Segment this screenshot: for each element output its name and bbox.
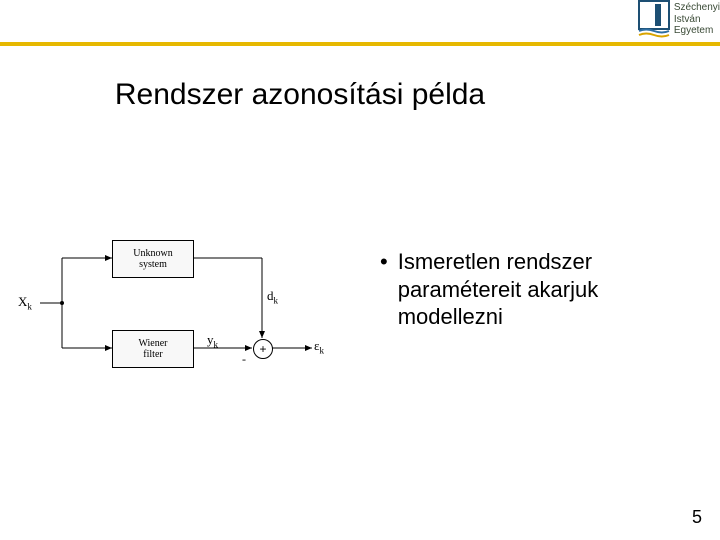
diagram-d-label: dk: [267, 288, 278, 306]
d-sub: k: [274, 296, 279, 306]
uni-line2: István: [674, 14, 720, 26]
diagram-eps-label: εk: [314, 338, 324, 356]
x-sub: k: [27, 302, 32, 312]
minus-sign: -: [242, 352, 246, 367]
university-name: Széchenyi István Egyetem: [674, 2, 720, 37]
bullet-item: • Ismeretlen rendszer paramétereit akarj…: [380, 248, 700, 331]
header-rule: [0, 42, 720, 46]
summing-junction: +: [253, 339, 273, 359]
wiener-l2: filter: [138, 349, 167, 360]
bullet-marker: •: [380, 248, 388, 331]
diagram-y-label: yk: [207, 332, 218, 350]
diagram-input-label: Xk: [18, 294, 32, 312]
university-logo-icon: [638, 0, 670, 38]
uni-line1: Széchenyi: [674, 2, 720, 14]
slide-title: Rendszer azonosítási példa: [0, 78, 600, 112]
system-id-diagram: Xk Unknown system Wiener filter dk yk +: [12, 218, 342, 388]
wiener-filter-box: Wiener filter: [112, 330, 194, 368]
unknown-l1: Unknown: [133, 248, 172, 259]
slide-page: Széchenyi István Egyetem Rendszer azonos…: [0, 0, 720, 540]
bullet-list: • Ismeretlen rendszer paramétereit akarj…: [380, 248, 700, 331]
y-sub: k: [214, 340, 219, 350]
bullet-text: Ismeretlen rendszer paramétereit akarjuk…: [398, 248, 700, 331]
sum-symbol: +: [259, 342, 266, 356]
wiener-l1: Wiener: [138, 338, 167, 349]
unknown-system-box: Unknown system: [112, 240, 194, 278]
eps-sub: k: [319, 346, 324, 356]
uni-line3: Egyetem: [674, 25, 720, 37]
x-label: X: [18, 294, 27, 309]
slide-header: Széchenyi István Egyetem: [638, 0, 720, 38]
page-number: 5: [692, 507, 702, 528]
unknown-l2: system: [133, 259, 172, 270]
